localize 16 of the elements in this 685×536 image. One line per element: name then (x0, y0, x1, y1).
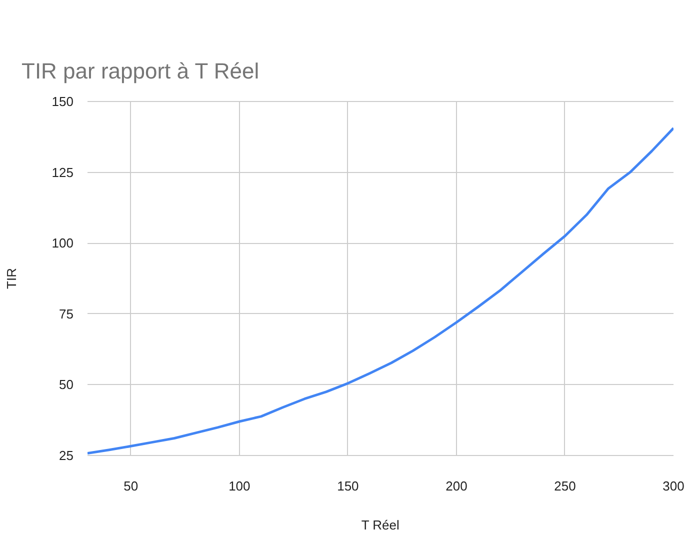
y-tick-label: 75 (59, 306, 74, 322)
y-tick-label: 100 (52, 236, 74, 251)
y-axis-title: TIR (4, 268, 19, 289)
x-axis-title: T Réel (361, 518, 400, 532)
y-tick-label: 125 (52, 164, 74, 180)
line-series (88, 126, 674, 454)
x-tick-label: 200 (446, 478, 468, 494)
x-tick-label: 250 (554, 478, 576, 494)
x-tick-label: 150 (337, 478, 359, 494)
chart-title: TIR par rapport à T Réel (22, 58, 260, 84)
y-tick-label: 50 (59, 377, 74, 392)
y-tick-label: 25 (59, 448, 74, 463)
x-tick-label: 100 (228, 478, 250, 494)
x-tick-label: 300 (662, 478, 684, 494)
x-tick-label: 50 (124, 478, 138, 494)
y-tick-label: 150 (52, 94, 74, 109)
